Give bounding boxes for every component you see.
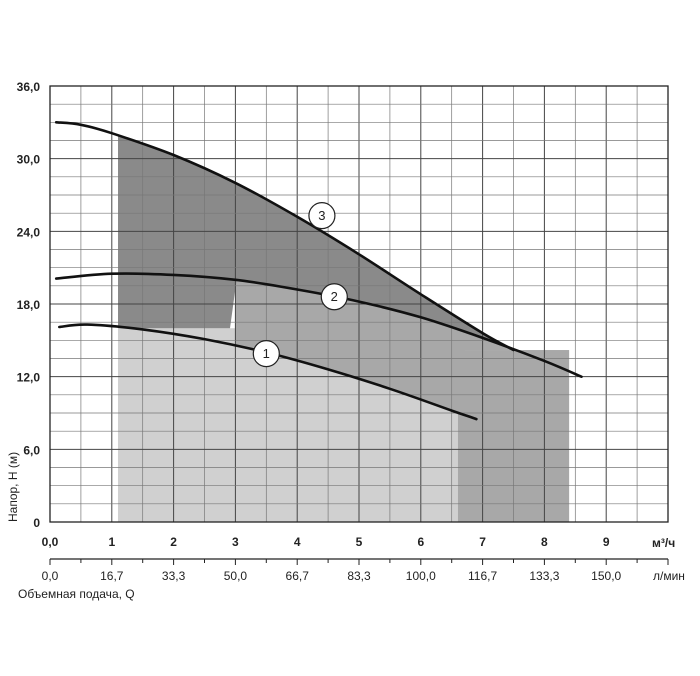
x-unit-primary: м³/ч bbox=[652, 536, 675, 550]
x-tick-label-primary: 1 bbox=[108, 535, 115, 549]
x-tick-label-primary: 0,0 bbox=[42, 535, 59, 549]
y-tick-label: 24,0 bbox=[17, 225, 41, 239]
x-tick-label-secondary: 150,0 bbox=[591, 569, 621, 583]
x-tick-label-secondary: 100,0 bbox=[406, 569, 436, 583]
curve-label-3: 3 bbox=[318, 208, 325, 223]
x-tick-label-secondary: 0,0 bbox=[42, 569, 59, 583]
y-axis-label: Напор, H (м) bbox=[6, 452, 20, 522]
y-tick-label: 18,0 bbox=[17, 298, 41, 312]
curve-label-circle-2 bbox=[320, 283, 348, 311]
y-tick-label: 0 bbox=[33, 516, 40, 530]
x-tick-label-secondary: 116,7 bbox=[468, 569, 497, 583]
shaded-region-medium-band bbox=[235, 279, 514, 413]
curve-3 bbox=[54, 121, 515, 352]
x-tick-label-primary: 9 bbox=[603, 535, 610, 549]
x-tick-label-primary: 8 bbox=[541, 535, 548, 549]
x-tick-label-secondary: 33,3 bbox=[162, 569, 186, 583]
x-tick-label-secondary: 66,7 bbox=[286, 569, 310, 583]
grid bbox=[49, 85, 669, 523]
curve-labels: 1 2 3 bbox=[252, 201, 348, 368]
axes: 0 6,0 12,0 18,0 24,0 30,0 36,0 0,0 1 2 3 4 5 6 7 8 9 0,0 1… bbox=[17, 80, 669, 583]
curve-label-circle-3 bbox=[308, 201, 336, 230]
x-tick-label-secondary: 16,7 bbox=[100, 569, 124, 583]
x-tick-label-secondary: 133,3 bbox=[529, 569, 559, 583]
x-tick-label-primary: 5 bbox=[356, 535, 363, 549]
curve-label-circle-1 bbox=[252, 340, 280, 368]
x-axis-label: Объемная подача, Q bbox=[18, 587, 135, 601]
y-tick-label: 6,0 bbox=[23, 443, 40, 457]
x-unit-secondary: л/мин bbox=[653, 569, 685, 583]
shaded-regions bbox=[117, 135, 570, 522]
y-tick-label: 30,0 bbox=[17, 153, 41, 167]
shaded-region-dark bbox=[118, 135, 514, 350]
curve-label-2: 2 bbox=[331, 289, 338, 304]
curve-label-1: 1 bbox=[263, 346, 270, 361]
x-tick-label-primary: 7 bbox=[479, 535, 486, 549]
x-tick-label-primary: 6 bbox=[417, 535, 424, 549]
x-tick-label-primary: 2 bbox=[170, 535, 177, 549]
y-tick-label: 36,0 bbox=[17, 80, 41, 94]
y-tick-label: 12,0 bbox=[17, 371, 41, 385]
plot-frame bbox=[49, 85, 669, 523]
x-tick-label-secondary: 50,0 bbox=[224, 569, 248, 583]
x-tick-label-secondary: 83,3 bbox=[347, 569, 371, 583]
x-tick-label-primary: 3 bbox=[232, 535, 239, 549]
x-tick-label-primary: 4 bbox=[294, 535, 301, 549]
